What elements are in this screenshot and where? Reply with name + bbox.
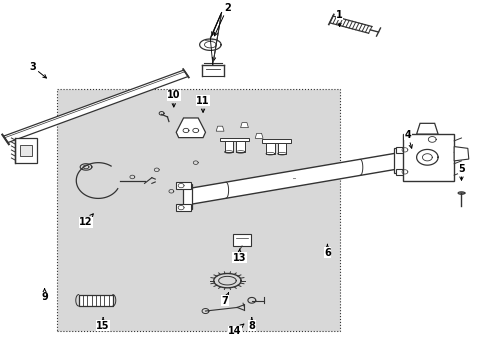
Polygon shape bbox=[393, 148, 403, 174]
Text: 8: 8 bbox=[248, 318, 255, 331]
Text: 6: 6 bbox=[324, 244, 330, 258]
Text: 4: 4 bbox=[404, 130, 411, 148]
Polygon shape bbox=[453, 147, 468, 161]
Polygon shape bbox=[79, 294, 113, 306]
Polygon shape bbox=[176, 118, 205, 138]
Polygon shape bbox=[216, 126, 224, 131]
Text: 13: 13 bbox=[232, 249, 246, 263]
Polygon shape bbox=[15, 138, 37, 163]
Polygon shape bbox=[233, 234, 250, 246]
Text: 11: 11 bbox=[196, 96, 209, 112]
Polygon shape bbox=[20, 145, 32, 156]
Polygon shape bbox=[182, 184, 192, 209]
Polygon shape bbox=[240, 123, 248, 127]
Text: 7: 7 bbox=[221, 293, 228, 306]
Polygon shape bbox=[395, 147, 411, 153]
Text: 9: 9 bbox=[41, 289, 48, 302]
Text: 3: 3 bbox=[29, 62, 46, 78]
Text: 1: 1 bbox=[336, 10, 342, 27]
Polygon shape bbox=[402, 134, 453, 180]
Polygon shape bbox=[176, 204, 190, 211]
Polygon shape bbox=[277, 143, 286, 154]
Polygon shape bbox=[416, 123, 437, 134]
Text: 14: 14 bbox=[227, 324, 244, 336]
Polygon shape bbox=[265, 143, 274, 154]
Polygon shape bbox=[3, 70, 188, 143]
Polygon shape bbox=[225, 140, 233, 145]
Polygon shape bbox=[220, 138, 249, 141]
Text: 12: 12 bbox=[79, 214, 93, 227]
FancyBboxPatch shape bbox=[57, 89, 339, 331]
Text: 2: 2 bbox=[214, 3, 230, 36]
Polygon shape bbox=[224, 141, 233, 152]
Polygon shape bbox=[255, 133, 263, 138]
Polygon shape bbox=[176, 183, 190, 189]
Polygon shape bbox=[236, 141, 244, 152]
Polygon shape bbox=[395, 169, 411, 175]
Text: 10: 10 bbox=[167, 90, 180, 107]
Text: 5: 5 bbox=[457, 163, 464, 180]
Polygon shape bbox=[185, 153, 400, 204]
Polygon shape bbox=[261, 139, 290, 143]
Text: 15: 15 bbox=[96, 318, 110, 331]
